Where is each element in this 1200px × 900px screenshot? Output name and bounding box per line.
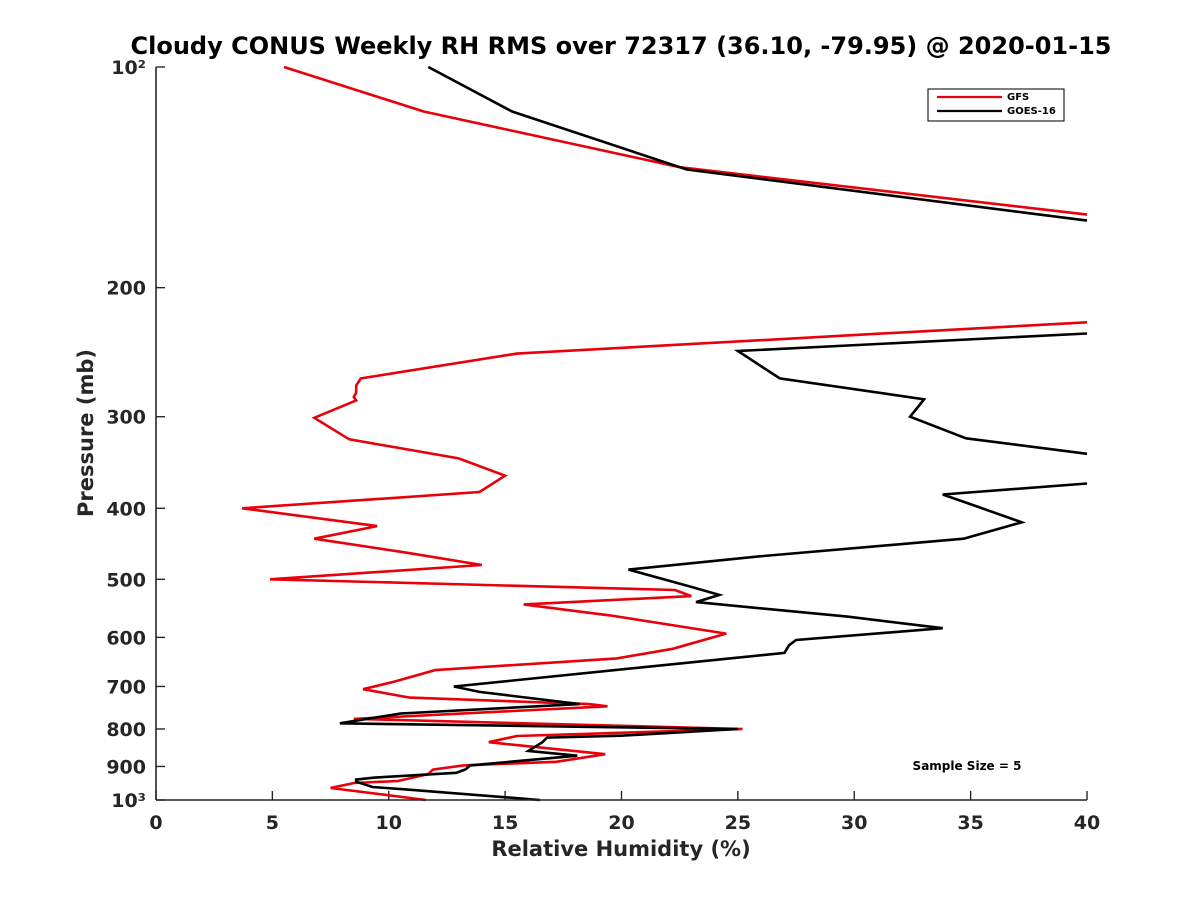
plot-area [241, 65, 1088, 802]
y-tick-label: 900 [106, 756, 146, 778]
y-tick-label: 400 [106, 498, 146, 520]
x-tick-label: 35 [957, 812, 983, 834]
sample-size-annotation: Sample Size = 5 [913, 759, 1022, 773]
x-tick-label: 5 [266, 812, 279, 834]
legend: GFS GOES-16 [927, 88, 1065, 122]
x-tick-label: 30 [841, 812, 867, 834]
x-tick-label: 25 [725, 812, 751, 834]
legend-box [927, 88, 1065, 122]
legend-label-goes16: GOES-16 [1007, 106, 1056, 117]
legend-label-gfs: GFS [1007, 92, 1029, 103]
x-tick-label: 0 [149, 812, 162, 834]
series-line-goes16 [427, 65, 1088, 222]
x-axis: 0 5 10 15 20 25 30 35 40 [149, 791, 1100, 834]
series-line-goes16 [733, 332, 1088, 456]
chart-title: Cloudy CONUS Weekly RH RMS over 72317 (3… [131, 32, 1112, 60]
y-tick-label: 10³ [111, 790, 146, 812]
y-axis: 10² 200 300 400 500 600 700 800 900 10³ [106, 57, 165, 812]
y-axis-label: Pressure (mb) [74, 349, 98, 517]
y-tick-label: 300 [106, 407, 146, 429]
y-tick-label: 600 [106, 627, 146, 649]
series-line-gfs [283, 65, 1088, 216]
series-line-gfs [241, 321, 1088, 802]
y-tick-label: 500 [106, 569, 146, 591]
y-tick-label: 800 [106, 719, 146, 741]
x-tick-label: 40 [1074, 812, 1100, 834]
x-tick-label: 15 [492, 812, 518, 834]
x-tick-label: 10 [376, 812, 402, 834]
y-tick-label: 700 [106, 676, 146, 698]
y-tick-label: 200 [106, 278, 146, 300]
series-line-goes16 [339, 482, 1088, 802]
x-tick-label: 20 [608, 812, 634, 834]
x-axis-label: Relative Humidity (%) [491, 837, 750, 861]
y-tick-label: 10² [111, 57, 146, 79]
